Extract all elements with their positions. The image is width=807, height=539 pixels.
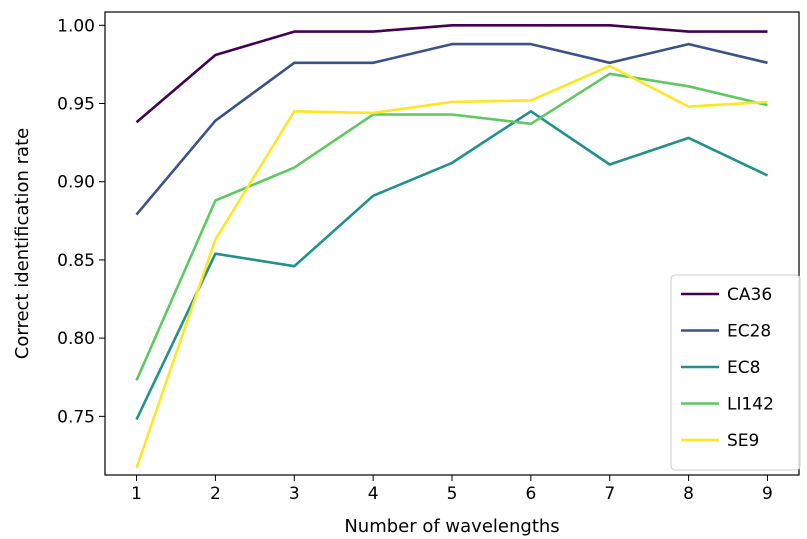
x-tick-label: 4 — [368, 484, 379, 504]
y-axis-label: Correct identification rate — [12, 128, 33, 359]
x-tick-label: 1 — [131, 484, 142, 504]
legend: CA36 EC28 EC8 LI142 SE9 — [670, 274, 801, 471]
legend-label-ec28: EC28 — [727, 322, 771, 342]
y-tick-label: 0.90 — [57, 173, 95, 193]
legend-label-li142: LI142 — [727, 395, 774, 415]
y-tick-label: 0.80 — [57, 329, 95, 349]
plot-lines — [135, 23, 769, 469]
y-tick-label: 0.95 — [57, 95, 95, 115]
y-axis: 0.75 0.80 0.85 0.90 0.95 1.00 — [57, 16, 105, 427]
series-line-se9 — [135, 64, 768, 469]
series-line-ca36 — [135, 23, 768, 124]
series-line-ec8 — [135, 110, 769, 421]
x-axis: 1 2 3 4 5 6 7 8 9 — [131, 475, 773, 504]
legend-label-se9: SE9 — [727, 431, 759, 451]
y-tick-label: 1.00 — [57, 16, 95, 36]
y-tick-label: 0.85 — [57, 251, 95, 271]
x-tick-label: 2 — [210, 484, 221, 504]
x-tick-label: 5 — [447, 484, 458, 504]
legend-box — [670, 274, 801, 471]
y-tick-label: 0.75 — [57, 407, 95, 427]
x-tick-label: 9 — [762, 484, 773, 504]
series-line-li142 — [135, 72, 768, 381]
series-line-ec28 — [135, 42, 768, 216]
legend-label-ca36: CA36 — [727, 285, 772, 305]
x-axis-label: Number of wavelengths — [344, 516, 559, 537]
x-tick-label: 3 — [289, 484, 300, 504]
x-tick-label: 6 — [525, 484, 536, 504]
legend-label-ec8: EC8 — [727, 358, 760, 378]
x-tick-label: 8 — [683, 484, 694, 504]
x-tick-label: 7 — [604, 484, 615, 504]
